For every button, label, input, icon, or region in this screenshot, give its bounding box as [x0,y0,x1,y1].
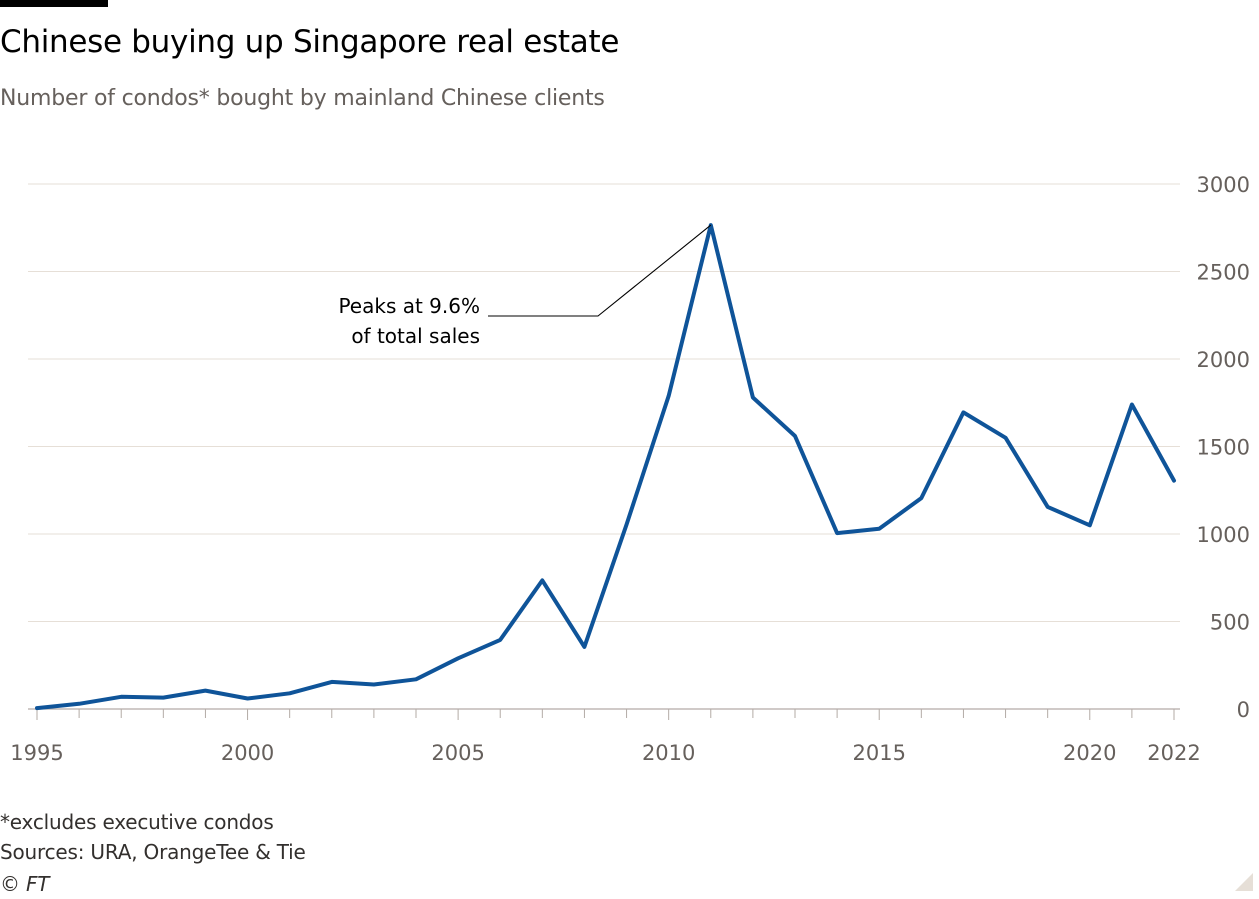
y-tick-label: 3000 [1197,173,1250,197]
y-tick-label: 500 [1210,611,1250,635]
x-tick-label: 2022 [1147,741,1200,765]
corner-mark [1235,873,1253,891]
chart-title: Chinese buying up Singapore real estate [0,24,620,60]
sources: Sources: URA, OrangeTee & Tie [0,840,306,864]
y-tick-label: 2500 [1197,261,1250,285]
annotation-text: of total sales [351,324,480,348]
series-line [35,223,1176,711]
footnote: *excludes executive condos [0,810,274,834]
annotation-leader [488,224,712,317]
y-tick-label: 2000 [1197,348,1250,372]
x-tick-label: 2020 [1063,741,1116,765]
annotation-text: Peaks at 9.6% [338,294,480,318]
x-tick-label: 2005 [431,741,484,765]
x-tick-label: 2015 [852,741,905,765]
x-tick-label: 2000 [221,741,274,765]
y-tick-label: 0 [1237,698,1250,722]
y-tick-label: 1500 [1197,436,1250,460]
x-tick-label: 2010 [642,741,695,765]
x-tick-label: 1995 [10,741,63,765]
brand-bar [0,0,108,7]
chart-subtitle: Number of condos* bought by mainland Chi… [0,86,605,111]
y-tick-label: 1000 [1197,523,1250,547]
credit: © FT [0,872,50,896]
